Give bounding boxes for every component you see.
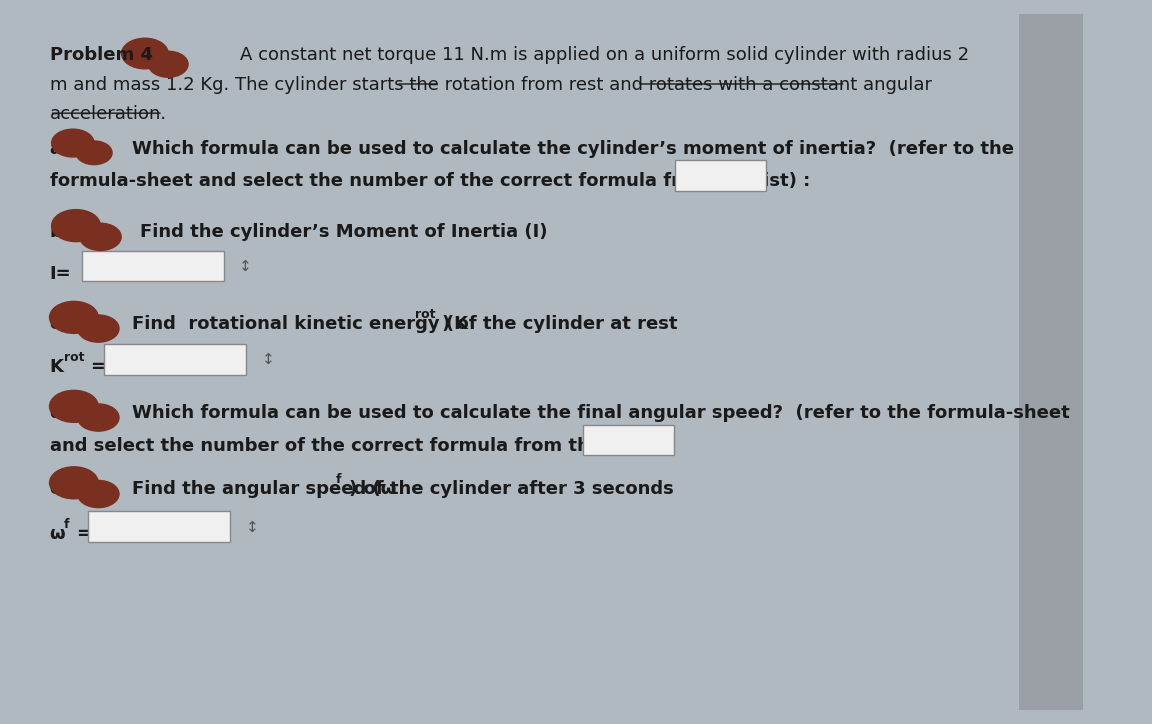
Circle shape: [52, 210, 100, 242]
Circle shape: [77, 315, 119, 342]
Text: Which formula can be used to calculate the final angular speed?  (refer to the f: Which formula can be used to calculate t…: [132, 404, 1070, 421]
Text: ω: ω: [50, 526, 66, 543]
Text: f: f: [63, 518, 69, 531]
Text: a: a: [50, 140, 61, 158]
Text: A constant net torque 11 N.m is applied on a uniform solid cylinder with radius : A constant net torque 11 N.m is applied …: [241, 46, 970, 64]
Text: ↕: ↕: [651, 434, 664, 450]
Text: and select the number of the correct formula from the list) :: and select the number of the correct for…: [50, 437, 661, 455]
Text: f: f: [335, 473, 341, 487]
Text: Which formula can be used to calculate the cylinder’s moment of inertia?  (refer: Which formula can be used to calculate t…: [132, 140, 1014, 158]
Text: I=: I=: [50, 265, 71, 282]
Text: c): c): [50, 315, 68, 333]
Text: Find the cylinder’s Moment of Inertia (I): Find the cylinder’s Moment of Inertia (I…: [139, 223, 547, 241]
Text: d): d): [50, 404, 70, 421]
Text: rot: rot: [415, 308, 435, 321]
Circle shape: [50, 301, 98, 333]
Text: ) of the cylinder at rest: ) of the cylinder at rest: [441, 315, 677, 333]
Circle shape: [76, 141, 112, 164]
Text: ↕: ↕: [262, 353, 274, 367]
Text: Find the angular speed (ω: Find the angular speed (ω: [132, 480, 396, 498]
FancyBboxPatch shape: [104, 344, 245, 374]
FancyBboxPatch shape: [88, 511, 229, 542]
Text: rot: rot: [65, 351, 85, 364]
FancyBboxPatch shape: [583, 424, 674, 455]
Text: ↕: ↕: [245, 520, 258, 535]
Text: ↕: ↕: [240, 259, 252, 274]
Text: Find  rotational kinetic energy (K: Find rotational kinetic energy (K: [132, 315, 468, 333]
Text: =: =: [76, 526, 91, 543]
Text: =: =: [90, 358, 105, 376]
Circle shape: [77, 481, 119, 508]
Text: K: K: [50, 358, 63, 376]
Circle shape: [50, 390, 98, 422]
Text: formula-sheet and select the number of the correct formula from the list) :: formula-sheet and select the number of t…: [50, 172, 810, 190]
FancyBboxPatch shape: [675, 161, 766, 191]
Circle shape: [50, 467, 98, 499]
Text: ↕: ↕: [743, 170, 756, 185]
FancyBboxPatch shape: [83, 251, 225, 282]
Text: m and mass 1.2 Kg. The cylinder starts the rotation from rest and rotates with a: m and mass 1.2 Kg. The cylinder starts t…: [50, 75, 932, 93]
Circle shape: [52, 129, 94, 157]
Text: e): e): [50, 480, 70, 498]
Circle shape: [122, 38, 168, 69]
Circle shape: [77, 404, 119, 431]
Circle shape: [149, 51, 188, 77]
FancyBboxPatch shape: [1020, 14, 1083, 710]
Text: ) of the cylinder after 3 seconds: ) of the cylinder after 3 seconds: [349, 480, 674, 498]
Text: b): b): [50, 223, 70, 241]
Text: acceleration.: acceleration.: [50, 105, 167, 123]
Circle shape: [79, 223, 121, 251]
Text: Problem 4: Problem 4: [50, 46, 152, 64]
